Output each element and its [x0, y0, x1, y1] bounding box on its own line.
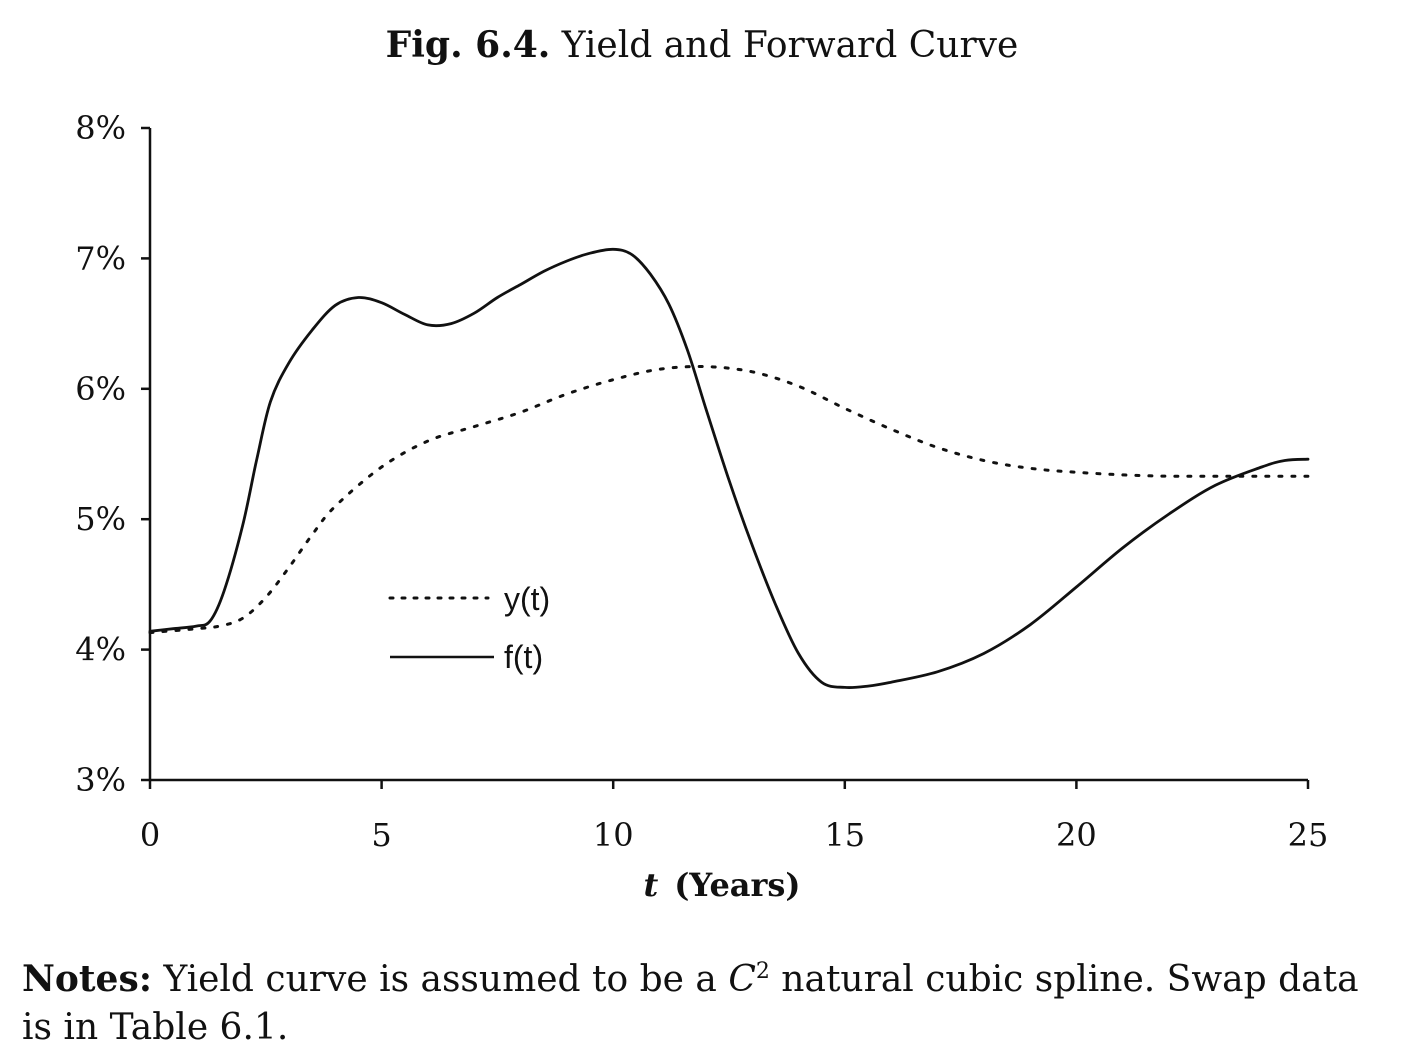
notes-label: Notes: [22, 958, 153, 1000]
x-tick-label: 15 [824, 816, 865, 854]
x-tick-label: 0 [140, 816, 160, 854]
figure-number: Fig. 6.4. [385, 24, 551, 66]
math-symbol: C [728, 959, 756, 1000]
x-axis-ticks: 0 5 10 15 20 25 [140, 780, 1329, 854]
x-tick-label: 5 [371, 816, 391, 854]
y-tick-label: 6% [75, 370, 126, 408]
math-superscript: 2 [755, 959, 770, 984]
x-axis-variable: t [643, 866, 658, 904]
legend-label-yt: y(t) [504, 581, 550, 617]
figure-title: Fig. 6.4. Yield and Forward Curve [0, 24, 1404, 66]
figure-notes: Notes: Yield curve is assumed to be a C2… [22, 948, 1392, 1052]
notes-text-before: Yield curve is assumed to be a [163, 959, 729, 1000]
legend-label-ft: f(t) [504, 639, 543, 675]
x-tick-label: 20 [1056, 816, 1097, 854]
x-axis-units: (Years) [674, 866, 800, 904]
chart-series [148, 247, 1310, 690]
notes-text-after: natural cubic spline. Swap data is in Ta… [22, 959, 1359, 1048]
y-tick-label: 4% [75, 631, 126, 669]
series-line-ft [148, 247, 1310, 690]
y-tick-label: 7% [75, 239, 126, 277]
y-tick-label: 8% [75, 109, 126, 147]
x-axis-label: t (Years) [643, 866, 800, 904]
x-tick-label: 10 [593, 816, 634, 854]
series-line-yt [148, 365, 1310, 635]
y-tick-label: 5% [75, 500, 126, 538]
x-tick-label: 25 [1288, 816, 1329, 854]
chart-axes [148, 128, 1308, 782]
y-axis-ticks: 3% 4% 5% 6% 7% 8% [75, 109, 150, 799]
chart-legend: y(t) f(t) [388, 581, 550, 675]
figure-title-text: Yield and Forward Curve [561, 25, 1019, 66]
y-tick-label: 3% [75, 761, 126, 799]
